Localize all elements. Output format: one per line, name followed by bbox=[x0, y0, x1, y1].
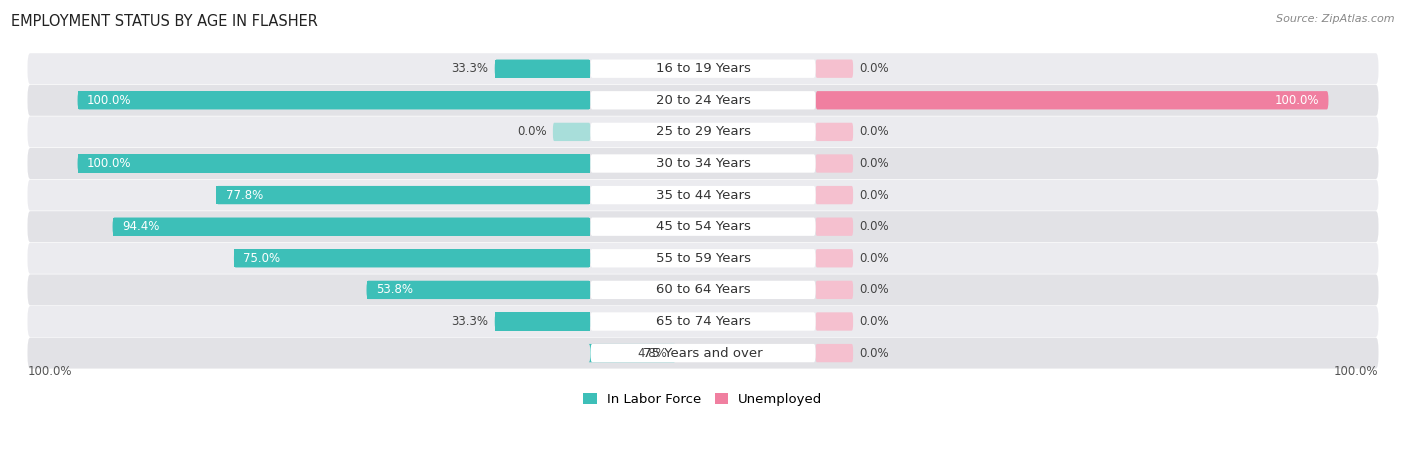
Text: 0.0%: 0.0% bbox=[859, 283, 889, 296]
Text: 75 Years and over: 75 Years and over bbox=[643, 347, 763, 359]
Bar bbox=[495, 313, 591, 331]
Bar bbox=[77, 154, 591, 173]
FancyBboxPatch shape bbox=[815, 91, 1329, 110]
Text: 0.0%: 0.0% bbox=[859, 347, 889, 359]
FancyBboxPatch shape bbox=[591, 186, 815, 204]
FancyBboxPatch shape bbox=[815, 344, 853, 362]
FancyBboxPatch shape bbox=[77, 91, 591, 110]
Text: 4.8%: 4.8% bbox=[637, 347, 666, 359]
FancyBboxPatch shape bbox=[815, 249, 853, 267]
Text: 35 to 44 Years: 35 to 44 Years bbox=[655, 189, 751, 202]
Text: 100.0%: 100.0% bbox=[1275, 94, 1319, 107]
FancyBboxPatch shape bbox=[815, 217, 853, 236]
FancyBboxPatch shape bbox=[591, 154, 815, 173]
FancyBboxPatch shape bbox=[217, 186, 591, 204]
Bar bbox=[77, 91, 591, 110]
Text: 53.8%: 53.8% bbox=[375, 283, 413, 296]
Text: 100.0%: 100.0% bbox=[1334, 365, 1378, 378]
FancyBboxPatch shape bbox=[28, 179, 1378, 211]
Text: 100.0%: 100.0% bbox=[28, 365, 72, 378]
Text: 20 to 24 Years: 20 to 24 Years bbox=[655, 94, 751, 107]
FancyBboxPatch shape bbox=[28, 53, 1378, 84]
Text: 0.0%: 0.0% bbox=[859, 157, 889, 170]
Text: 77.8%: 77.8% bbox=[226, 189, 263, 202]
FancyBboxPatch shape bbox=[28, 148, 1378, 179]
FancyBboxPatch shape bbox=[28, 274, 1378, 305]
FancyBboxPatch shape bbox=[815, 313, 853, 331]
FancyBboxPatch shape bbox=[553, 123, 591, 141]
Bar bbox=[233, 249, 591, 267]
Bar bbox=[495, 60, 591, 78]
Text: 65 to 74 Years: 65 to 74 Years bbox=[655, 315, 751, 328]
FancyBboxPatch shape bbox=[112, 217, 591, 236]
FancyBboxPatch shape bbox=[28, 338, 1378, 368]
Text: 0.0%: 0.0% bbox=[859, 220, 889, 233]
Text: 33.3%: 33.3% bbox=[451, 315, 488, 328]
Text: 75.0%: 75.0% bbox=[243, 252, 280, 265]
FancyBboxPatch shape bbox=[77, 154, 591, 173]
FancyBboxPatch shape bbox=[815, 60, 853, 78]
Text: 60 to 64 Years: 60 to 64 Years bbox=[655, 283, 751, 296]
FancyBboxPatch shape bbox=[591, 249, 815, 267]
Legend: In Labor Force, Unemployed: In Labor Force, Unemployed bbox=[578, 388, 828, 412]
FancyBboxPatch shape bbox=[495, 313, 591, 331]
Text: 25 to 29 Years: 25 to 29 Years bbox=[655, 125, 751, 138]
Text: Source: ZipAtlas.com: Source: ZipAtlas.com bbox=[1277, 14, 1395, 23]
Text: 45 to 54 Years: 45 to 54 Years bbox=[655, 220, 751, 233]
FancyBboxPatch shape bbox=[28, 116, 1378, 147]
FancyBboxPatch shape bbox=[495, 60, 591, 78]
FancyBboxPatch shape bbox=[591, 344, 815, 362]
Text: 0.0%: 0.0% bbox=[859, 189, 889, 202]
Text: 0.0%: 0.0% bbox=[859, 125, 889, 138]
Bar bbox=[367, 281, 591, 299]
Bar bbox=[591, 344, 673, 362]
FancyBboxPatch shape bbox=[28, 243, 1378, 274]
Text: 100.0%: 100.0% bbox=[87, 94, 131, 107]
Text: 0.0%: 0.0% bbox=[517, 125, 547, 138]
FancyBboxPatch shape bbox=[815, 154, 853, 173]
Text: 0.0%: 0.0% bbox=[859, 252, 889, 265]
Text: EMPLOYMENT STATUS BY AGE IN FLASHER: EMPLOYMENT STATUS BY AGE IN FLASHER bbox=[11, 14, 318, 28]
FancyBboxPatch shape bbox=[591, 281, 815, 299]
Text: 94.4%: 94.4% bbox=[122, 220, 159, 233]
Text: 55 to 59 Years: 55 to 59 Years bbox=[655, 252, 751, 265]
FancyBboxPatch shape bbox=[591, 217, 815, 236]
FancyBboxPatch shape bbox=[815, 123, 853, 141]
FancyBboxPatch shape bbox=[591, 313, 815, 331]
Text: 0.0%: 0.0% bbox=[859, 62, 889, 75]
FancyBboxPatch shape bbox=[28, 306, 1378, 337]
Text: 0.0%: 0.0% bbox=[859, 315, 889, 328]
Bar bbox=[112, 217, 591, 236]
FancyBboxPatch shape bbox=[591, 60, 815, 78]
Text: 100.0%: 100.0% bbox=[87, 157, 131, 170]
FancyBboxPatch shape bbox=[591, 91, 815, 110]
FancyBboxPatch shape bbox=[28, 211, 1378, 242]
Bar bbox=[217, 186, 591, 204]
FancyBboxPatch shape bbox=[591, 123, 815, 141]
Text: 16 to 19 Years: 16 to 19 Years bbox=[655, 62, 751, 75]
FancyBboxPatch shape bbox=[233, 249, 591, 267]
FancyBboxPatch shape bbox=[589, 344, 675, 362]
FancyBboxPatch shape bbox=[815, 281, 853, 299]
Text: 30 to 34 Years: 30 to 34 Years bbox=[655, 157, 751, 170]
Text: 33.3%: 33.3% bbox=[451, 62, 488, 75]
FancyBboxPatch shape bbox=[367, 281, 591, 299]
FancyBboxPatch shape bbox=[28, 85, 1378, 116]
FancyBboxPatch shape bbox=[815, 186, 853, 204]
